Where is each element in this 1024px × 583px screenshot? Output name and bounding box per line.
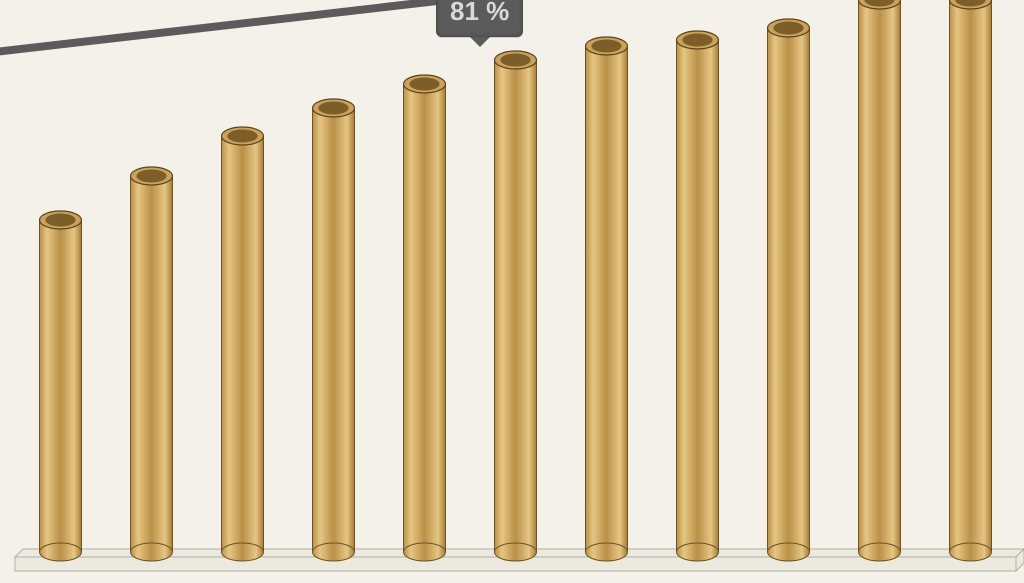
bar [677, 31, 719, 561]
bar [404, 75, 446, 561]
chart-svg [0, 0, 1024, 583]
bar [313, 99, 355, 561]
bar [768, 19, 810, 561]
bar [131, 167, 173, 561]
bar [495, 51, 537, 561]
bar [859, 0, 901, 561]
tooltip-text: 81 % [450, 0, 509, 26]
bar [586, 37, 628, 561]
cylinder-bar-chart: 81 % [0, 0, 1024, 583]
value-tooltip: 81 % [436, 0, 523, 37]
bar [222, 127, 264, 561]
bar [950, 0, 992, 561]
bar [40, 211, 82, 561]
leader-line [0, 0, 463, 56]
